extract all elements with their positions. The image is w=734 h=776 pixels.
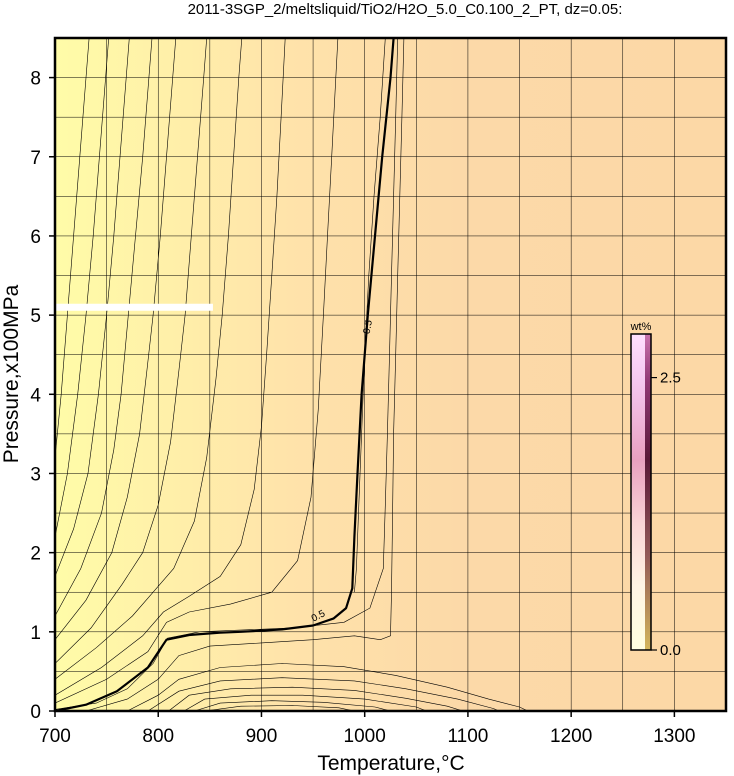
contour-line — [168, 686, 463, 711]
y-tick-label: 0 — [30, 702, 41, 723]
x-tick-label: 1200 — [550, 726, 592, 747]
y-axis-label: Pressure,x100MPa — [0, 284, 23, 463]
colorbar-ticks: 2.5 0.0 — [651, 370, 681, 659]
colorbar-tick-label: 0.0 — [660, 642, 681, 659]
plot-frame — [53, 36, 728, 713]
contour-line — [55, 38, 286, 696]
contour-line — [194, 700, 391, 711]
contour-lines — [55, 38, 528, 711]
x-tick-label: 700 — [39, 726, 71, 747]
contour-line — [55, 38, 177, 640]
colorbar-frame — [630, 333, 652, 651]
colorbar-tick-label: 2.5 — [660, 370, 681, 387]
y-tick-label: 4 — [30, 385, 41, 406]
x-tick-label: 800 — [142, 726, 174, 747]
y-tick-label: 3 — [30, 464, 41, 485]
contour-line — [147, 677, 500, 711]
y-tick-label: 1 — [30, 623, 41, 644]
chart-title: 2011-3SGP_2/meltsliquid/TiO2/H2O_5.0_C0.… — [188, 1, 623, 18]
x-tick-label: 1100 — [447, 726, 488, 747]
x-tick-label: 1000 — [344, 726, 386, 747]
colorbar-edge — [645, 334, 651, 650]
contour-line — [55, 38, 339, 704]
x-tick-label: 900 — [246, 726, 278, 747]
highlight-contour-layer — [55, 38, 395, 711]
y-tick-label: 2 — [30, 544, 41, 565]
contour-label: 0.5 — [362, 319, 375, 335]
y-tick-label: 6 — [30, 227, 41, 248]
colorbar-unit: wt% — [630, 321, 652, 333]
contour-line — [55, 38, 90, 458]
contour-line — [183, 694, 427, 711]
contour-line — [55, 38, 243, 680]
contour-line — [55, 38, 207, 664]
y-tick-label: 8 — [30, 69, 41, 90]
colorbar: wt% 2.5 0.0 — [630, 321, 681, 659]
plot-background — [55, 38, 726, 711]
x-axis-ticks: 700 800 900 1000 1100 1200 1300 — [39, 711, 696, 747]
x-tick-label: 1300 — [653, 726, 695, 747]
contour-line — [85, 38, 405, 711]
contour-line — [204, 705, 355, 711]
contour-line — [55, 38, 153, 617]
highlight-contour — [55, 38, 395, 711]
contour-line — [55, 38, 109, 537]
y-tick-label: 5 — [30, 306, 41, 327]
contour-line — [55, 38, 130, 577]
y-axis-ticks: 0 1 2 3 4 5 6 7 8 — [30, 69, 55, 723]
contour-line — [127, 663, 528, 711]
y-tick-label: 7 — [30, 148, 41, 169]
x-axis-label: Temperature,°C — [317, 752, 464, 775]
contour-line — [55, 38, 398, 710]
